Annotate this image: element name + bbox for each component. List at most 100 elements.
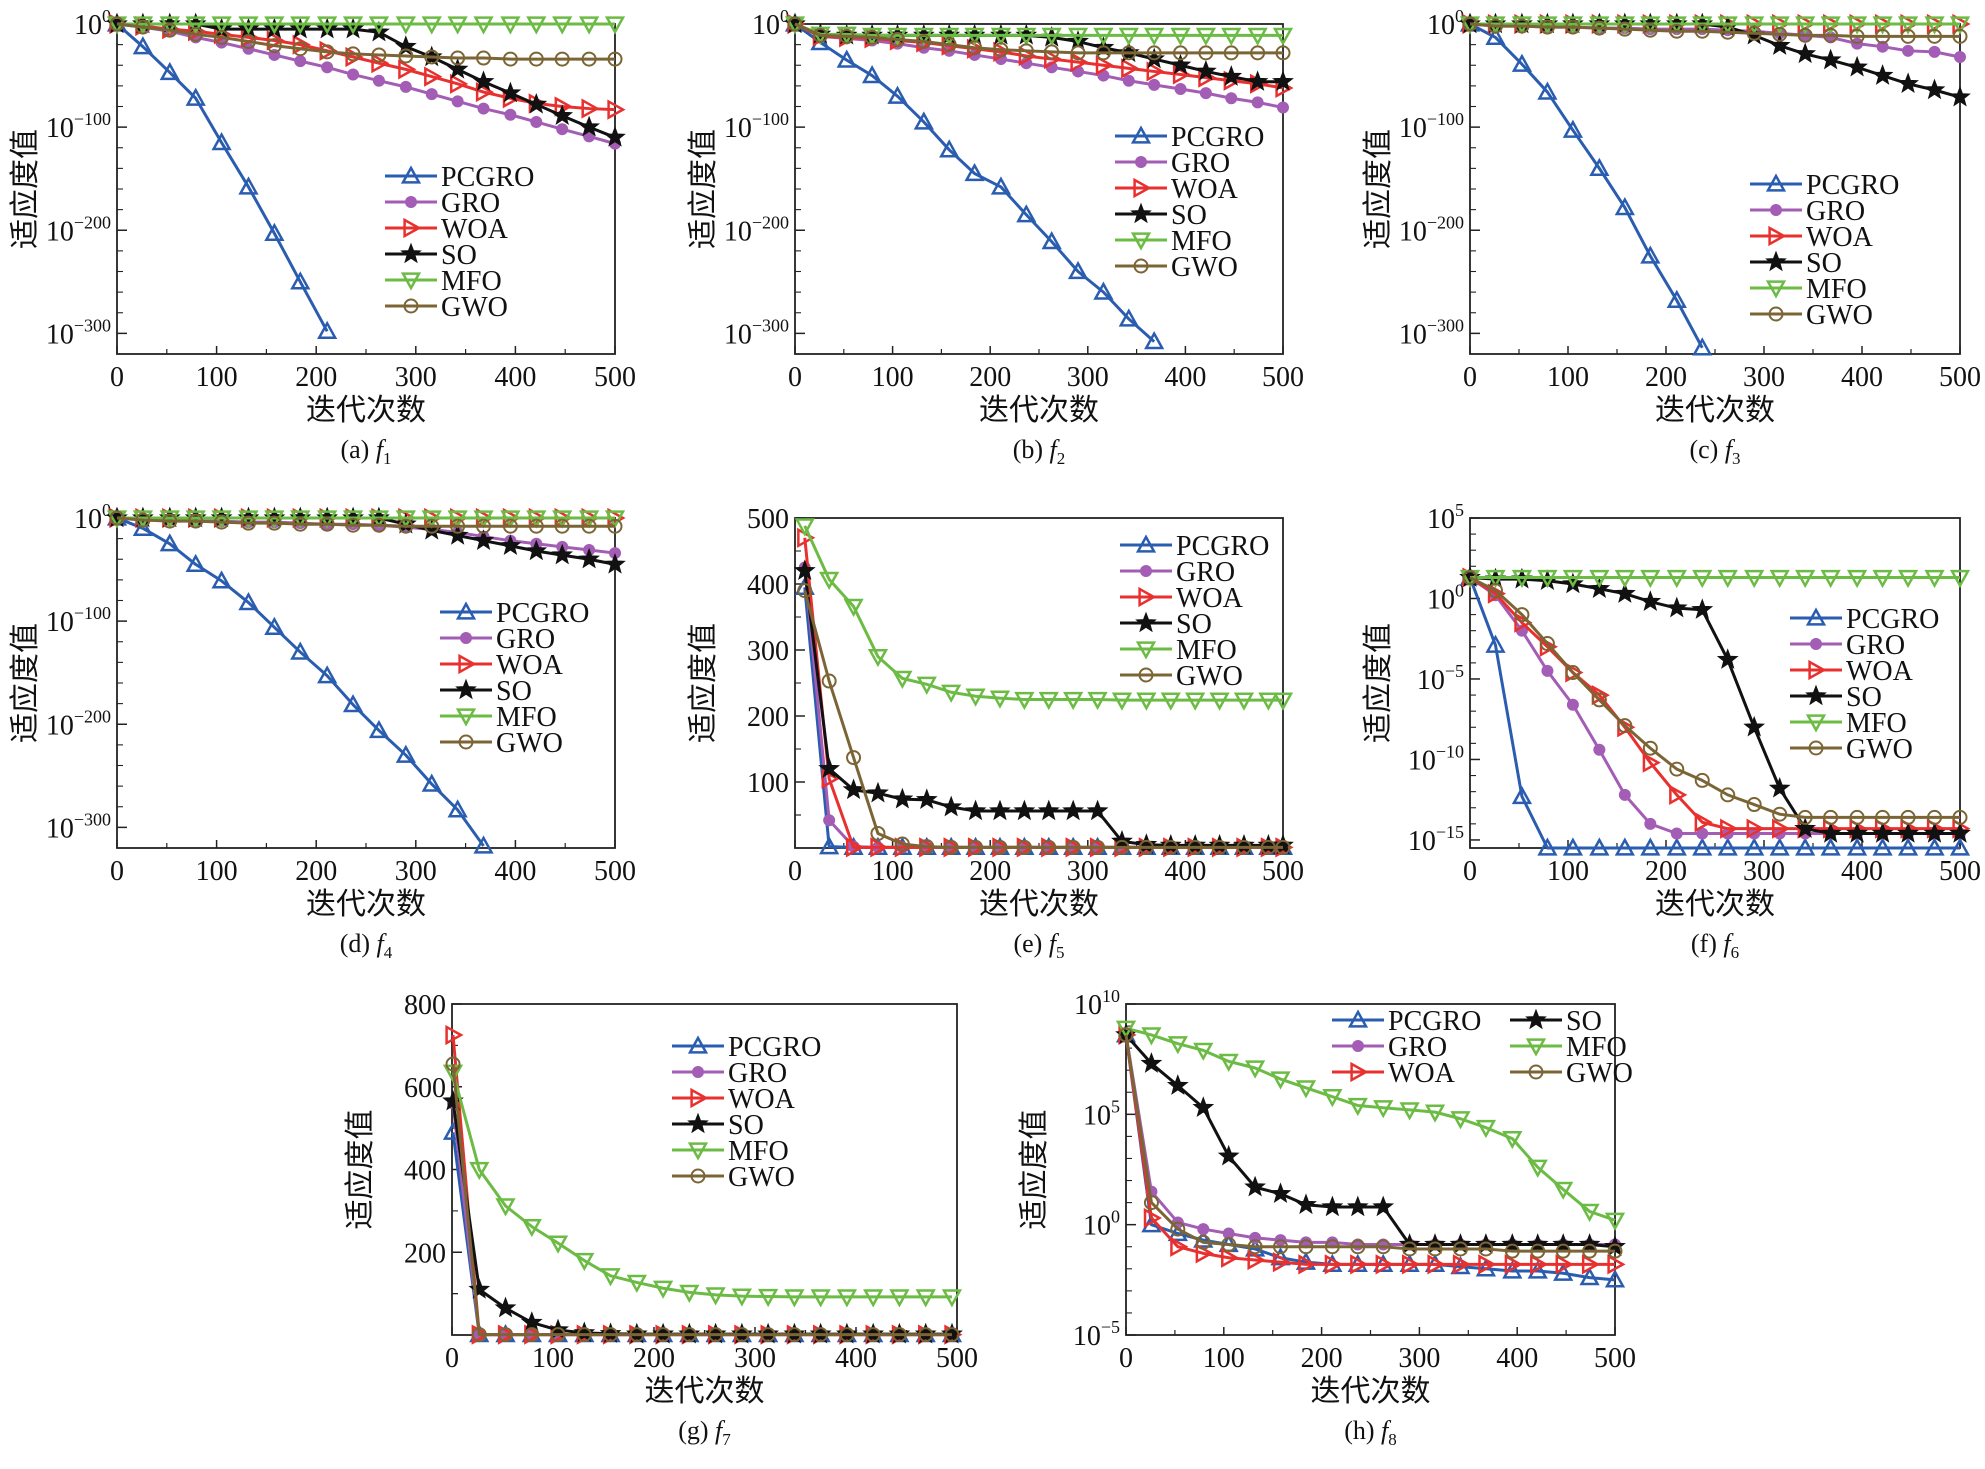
y-tick-label: 100 (1427, 6, 1464, 41)
data-point-gwo (319, 516, 335, 532)
data-point-gwo (1539, 19, 1555, 35)
data-point-so (1062, 799, 1085, 821)
data-point-gro (1566, 698, 1579, 711)
subplot-a: 0 100 200 300 400 500 100 10−100 10−200 10−300 迭代次… (9, 6, 636, 468)
data-point-mfo (1846, 569, 1868, 589)
data-point-woa (1375, 1254, 1394, 1275)
data-point-gwo (865, 1327, 881, 1343)
x-tick-label: 500 (594, 362, 636, 393)
data-point-gwo (1187, 839, 1203, 855)
legend-item-gro: GRO (1750, 196, 1865, 227)
data-point-mfo (889, 1289, 910, 1308)
subplot-caption: (g) f7 (678, 1416, 731, 1449)
data-point-pcgro (939, 139, 960, 158)
data-point-gwo (424, 49, 440, 65)
data-point-mfo (1872, 569, 1893, 589)
legend-item-mfo: MFO (440, 702, 557, 733)
y-tick-label: 10−5 (1073, 1317, 1120, 1352)
data-point-mfo (1016, 27, 1037, 46)
data-point-pcgro (1692, 837, 1713, 856)
x-tick-label: 300 (395, 362, 437, 393)
data-point-mfo (1949, 16, 1971, 35)
data-point-gwo (1669, 23, 1685, 39)
x-axis-label: 迭代次数 (979, 394, 1099, 427)
data-point-gwo (1720, 787, 1736, 803)
data-point-mfo (604, 510, 626, 529)
y-axis-label: 适应度值 (344, 1110, 377, 1230)
legend-marker (1140, 565, 1152, 577)
data-point-gro (823, 814, 836, 827)
x-tick-label: 300 (1067, 856, 1109, 887)
data-point-gro (321, 61, 334, 74)
legend-item-mfo: MFO (1510, 1032, 1627, 1063)
data-point-gwo (319, 44, 335, 60)
data-point-mfo (863, 1289, 884, 1308)
data-point-gro (530, 115, 543, 128)
legend-marker (1352, 1040, 1364, 1052)
legend-marker (1528, 1064, 1544, 1080)
subplot-caption: (c) f3 (1689, 435, 1740, 468)
data-point-gwo (655, 1327, 671, 1343)
x-tick-label: 100 (1203, 1343, 1245, 1374)
data-point-mfo (758, 1288, 779, 1308)
legend-marker (1133, 177, 1152, 199)
data-point-so (1295, 1193, 1317, 1215)
x-tick-label: 0 (788, 856, 802, 887)
y-tick-label: 100 (1083, 1207, 1120, 1242)
data-point-gwo (1163, 839, 1179, 855)
data-point-gwo (839, 1327, 855, 1343)
data-point-gwo (813, 1327, 829, 1343)
data-point-mfo (1093, 27, 1114, 46)
data-point-mfo (1589, 16, 1610, 35)
legend-marker (1130, 232, 1152, 251)
legend-label: SO (728, 1110, 764, 1141)
data-point-pcgro (1820, 837, 1841, 856)
series-group (442, 1024, 963, 1345)
legend-label: SO (1171, 200, 1207, 231)
data-point-gwo (502, 518, 518, 534)
legend-label: GRO (1171, 148, 1230, 179)
data-point-gwo (581, 51, 597, 67)
data-point-gwo (1927, 28, 1943, 44)
data-point-gro (477, 102, 490, 115)
data-point-so (989, 799, 1011, 821)
y-tick-label: 10−100 (724, 109, 789, 144)
subplot-f: 0 100 200 300 400 500 105 100 10−5 10−10 10−15 迭代次数… (1362, 500, 1981, 962)
data-point-so (604, 552, 626, 574)
data-point-gro (1954, 51, 1966, 63)
data-point-mfo (132, 16, 154, 35)
legend-marker (1768, 306, 1784, 322)
data-point-woa (870, 837, 889, 858)
data-point-pcgro (1485, 634, 1506, 653)
data-point-so (525, 92, 548, 114)
data-point-pcgro (238, 591, 259, 611)
legend-item-gwo: GWO (672, 1162, 795, 1193)
y-axis-label: 适应度值 (1362, 623, 1395, 743)
legend-marker (458, 653, 477, 675)
data-point-woa (1401, 1254, 1421, 1275)
data-point-mfo (395, 16, 416, 35)
data-point-gwo (1070, 45, 1086, 61)
data-point-woa (1170, 1236, 1189, 1257)
data-point-gwo (1514, 607, 1530, 623)
data-point-mfo (211, 510, 232, 529)
data-point-mfo (1769, 16, 1790, 35)
legend-item-woa: WOA (440, 650, 564, 681)
y-tick-label: 10−100 (46, 603, 111, 638)
data-point-woa (845, 837, 865, 858)
legend-label: PCGRO (1388, 1006, 1481, 1037)
data-point-so (1846, 55, 1868, 77)
data-point-mfo (1399, 1102, 1420, 1121)
data-point-gwo (1462, 16, 1478, 32)
legend-label: GWO (1806, 300, 1873, 331)
x-tick-label: 0 (445, 1343, 459, 1374)
data-point-gro (1251, 96, 1264, 109)
data-point-mfo (1692, 569, 1713, 589)
y-tick-label: 1010 (1074, 986, 1120, 1021)
legend-item-gwo: GWO (1750, 300, 1873, 331)
data-point-gwo (292, 516, 308, 532)
data-point-pcgro (819, 836, 840, 855)
data-point-mfo (1717, 16, 1738, 35)
